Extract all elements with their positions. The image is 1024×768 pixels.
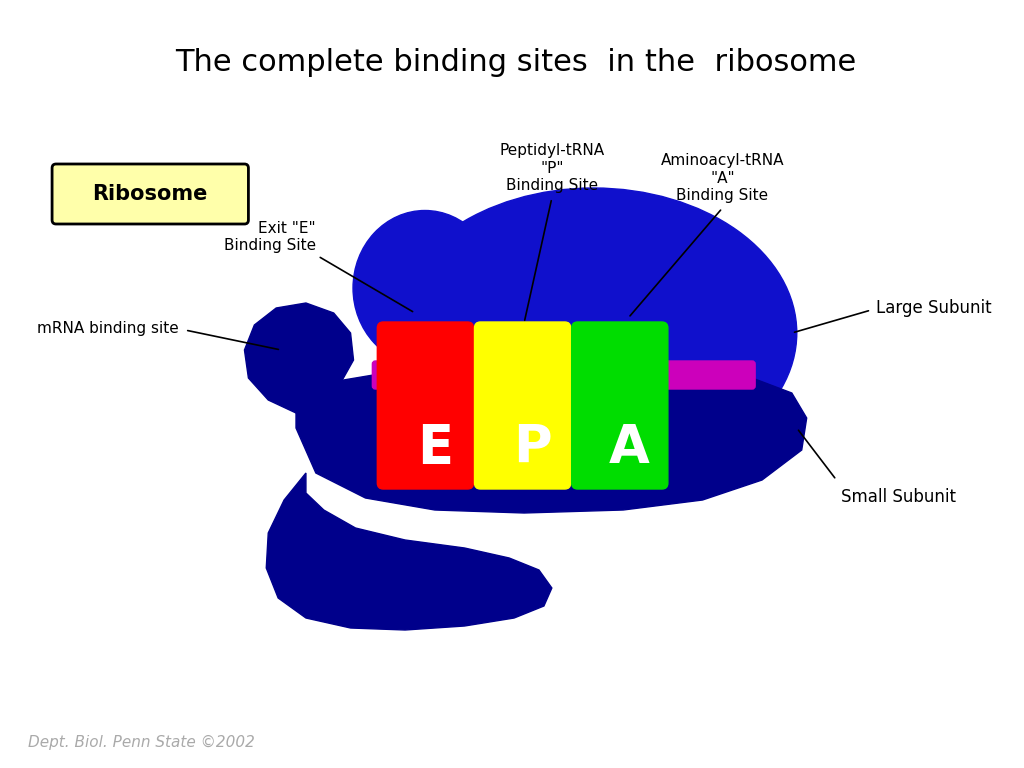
Text: Small Subunit: Small Subunit: [842, 488, 956, 506]
Text: P: P: [513, 422, 551, 474]
Polygon shape: [245, 303, 353, 413]
Text: Ribosome: Ribosome: [92, 184, 208, 204]
Text: Dept. Biol. Penn State ©2002: Dept. Biol. Penn State ©2002: [29, 735, 255, 750]
Text: Exit "E"
Binding Site: Exit "E" Binding Site: [223, 220, 315, 253]
Text: E: E: [417, 422, 453, 474]
Text: The complete binding sites  in the  ribosome: The complete binding sites in the riboso…: [175, 48, 857, 77]
Text: Peptidyl-tRNA
"P"
Binding Site: Peptidyl-tRNA "P" Binding Site: [500, 143, 604, 193]
Polygon shape: [266, 473, 552, 630]
Text: Aminoacyl-tRNA
"A"
Binding Site: Aminoacyl-tRNA "A" Binding Site: [660, 153, 784, 203]
Text: mRNA binding site: mRNA binding site: [37, 320, 179, 336]
Ellipse shape: [390, 188, 797, 478]
Text: Large Subunit: Large Subunit: [877, 299, 991, 317]
FancyBboxPatch shape: [52, 164, 249, 224]
Text: A: A: [608, 422, 649, 474]
Ellipse shape: [353, 210, 497, 366]
FancyBboxPatch shape: [571, 322, 668, 489]
FancyBboxPatch shape: [373, 361, 755, 389]
Polygon shape: [296, 366, 807, 513]
FancyBboxPatch shape: [474, 322, 570, 489]
FancyBboxPatch shape: [377, 322, 473, 489]
